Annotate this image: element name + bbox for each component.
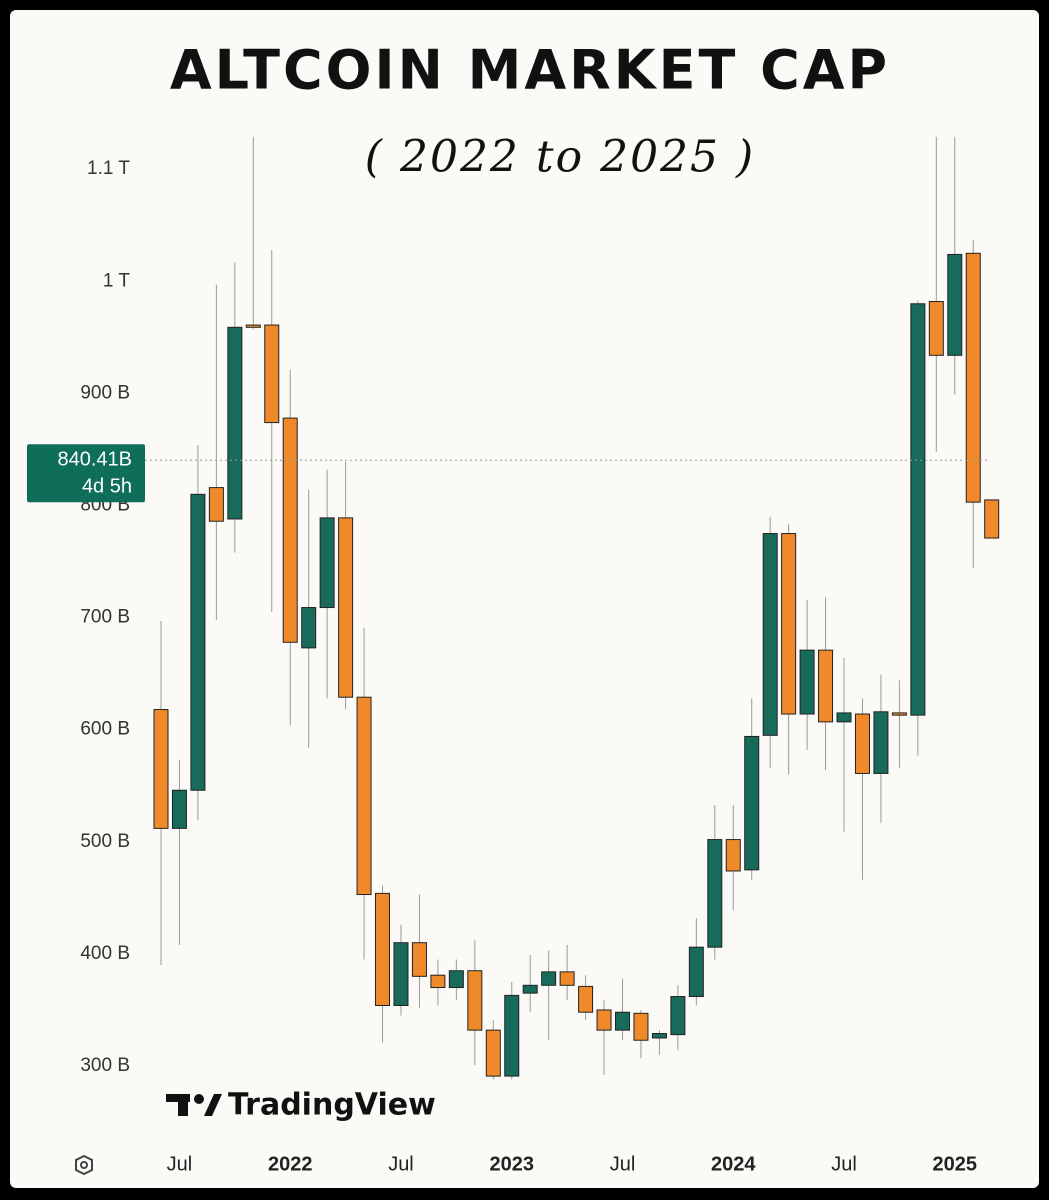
chart-title: ALTCOIN MARKET CAP [170, 39, 890, 102]
candle-body [744, 735, 760, 871]
candle-body [762, 533, 778, 736]
candle-body [633, 1012, 649, 1041]
candle-body [485, 1029, 501, 1077]
candle-body [541, 971, 557, 986]
y-tick-label: 500 B [80, 831, 130, 852]
candle-body [338, 517, 354, 698]
candle-body [393, 942, 409, 1006]
background [10, 10, 1039, 1188]
candle-body [153, 709, 169, 829]
y-tick-label: 300 B [80, 1055, 130, 1076]
last-price-box [27, 444, 145, 503]
candle-body [891, 712, 907, 716]
x-tick-label: 2025 [933, 1153, 978, 1175]
candle-body [504, 994, 520, 1077]
x-tick-label: 2022 [268, 1153, 313, 1175]
candle-body [596, 1009, 612, 1031]
y-tick-label: 1.1 T [87, 158, 130, 179]
last-price-label: 840.41B [57, 449, 132, 471]
x-tick-label: 2024 [711, 1153, 756, 1175]
candle-body [947, 253, 963, 356]
candle-body [688, 946, 704, 998]
candle-body [411, 942, 427, 977]
candle-body [818, 649, 834, 723]
x-tick-label: Jul [167, 1153, 193, 1175]
x-tick-label: 2023 [489, 1153, 534, 1175]
candle-body [799, 649, 815, 715]
candle-body [578, 985, 594, 1013]
countdown-label: 4d 5h [82, 476, 132, 498]
candle-body [670, 996, 686, 1036]
candle-body [559, 971, 575, 986]
candle-body [301, 607, 317, 649]
candle-body [245, 324, 261, 328]
candle-body [984, 499, 1000, 539]
candle-body [171, 789, 187, 829]
settings-icon-dot [80, 1161, 88, 1169]
candle-body [319, 517, 335, 609]
candle-body [208, 487, 224, 522]
candle-body [836, 712, 852, 723]
candle-body [227, 326, 243, 520]
candle-body [282, 417, 298, 643]
candle-body [264, 324, 280, 424]
x-tick-label: Jul [388, 1153, 414, 1175]
y-tick-label: 700 B [80, 607, 130, 628]
candle-body [467, 970, 483, 1031]
candle-body [928, 301, 944, 356]
candle-body [781, 533, 797, 715]
candle-body [430, 974, 446, 989]
y-tick-label: 900 B [80, 382, 130, 403]
candle-body [854, 713, 870, 774]
candle-body [707, 839, 723, 948]
y-tick-label: 600 B [80, 719, 130, 740]
watermark: TradingView [228, 1088, 436, 1123]
watermark-logo [166, 1094, 222, 1116]
candle-body [448, 970, 464, 989]
candle-body [873, 711, 889, 774]
y-tick-label: 400 B [80, 943, 130, 964]
candle-body [356, 696, 372, 896]
y-tick-label: 1 T [103, 270, 131, 291]
candle-body [190, 493, 206, 791]
candle-body [651, 1033, 667, 1039]
x-tick-label: Jul [831, 1153, 857, 1175]
settings-icon[interactable] [75, 1154, 93, 1176]
candle-body [910, 303, 926, 716]
candle-body [725, 839, 741, 872]
candle-body [522, 984, 538, 994]
candle-body [615, 1011, 630, 1031]
chart-subtitle: ( 2022 to 2025 ) [365, 132, 755, 183]
x-tick-label: Jul [610, 1153, 636, 1175]
candle-body [965, 252, 981, 503]
candle-body [375, 892, 391, 1006]
